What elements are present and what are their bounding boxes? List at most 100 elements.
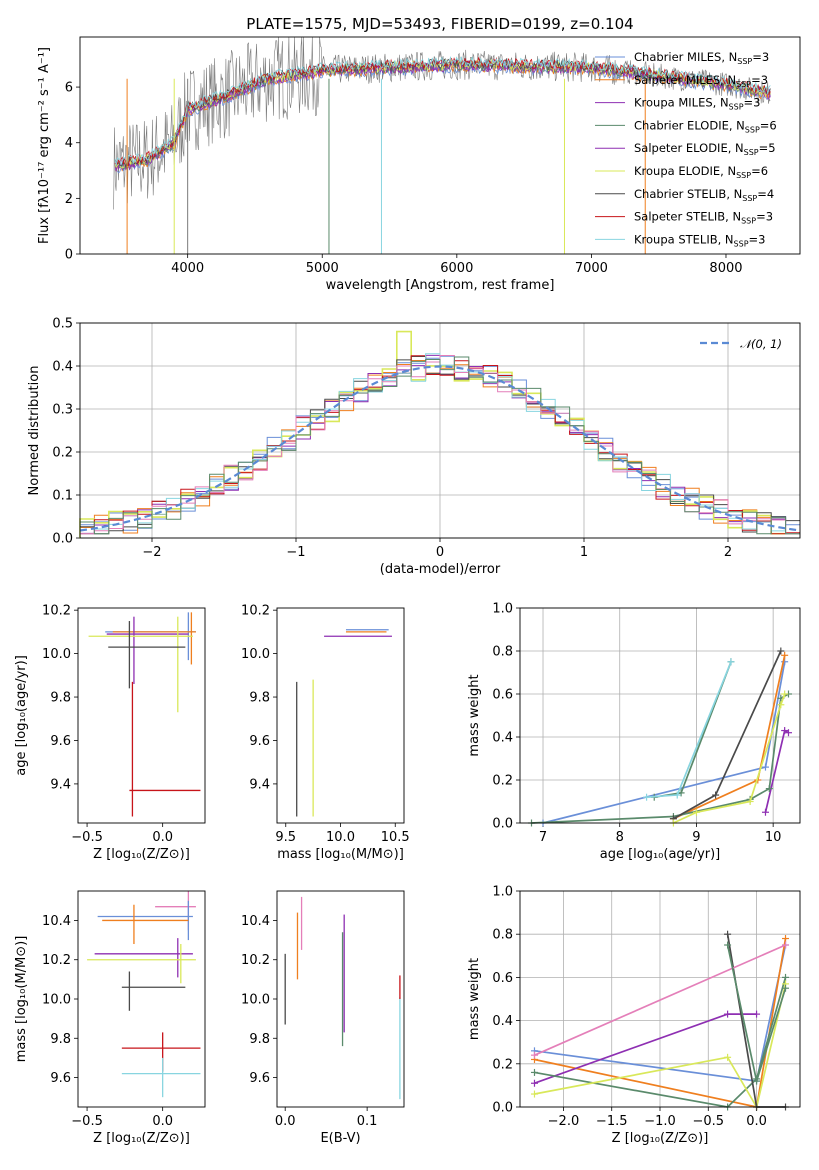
legend-label: Kroupa MILES, NSSP=3: [634, 96, 760, 112]
x-axis-label: E(B-V): [320, 1131, 360, 1146]
y-tick-label: 0.8: [492, 645, 513, 660]
x-tick-label: 9: [692, 830, 700, 845]
x-tick-label: −0.5: [71, 830, 103, 845]
legend-label: Salpeter MILES, NSSP=3: [634, 73, 768, 89]
mass-weight-line: [654, 661, 732, 799]
y-tick-label: 10.0: [42, 993, 71, 1008]
legend-label: Chabrier ELODIE, NSSP=6: [634, 118, 777, 134]
y-axis-label: age [log₁₀(age/yr)]: [14, 655, 29, 776]
y-tick-label: 0.1: [52, 489, 73, 504]
axes-frame: [77, 607, 206, 824]
y-tick-label: 0.0: [492, 1101, 513, 1116]
mass-weight-line: [534, 983, 787, 1110]
x-axis-label: mass [log₁₀(M/M⊙)]: [277, 847, 404, 862]
axes-frame: [519, 607, 801, 824]
x-tick-label: −0.5: [71, 1114, 103, 1129]
spectrum-panel: 4000 5000 6000 7000 8000 0 2 4 6 wavelength [Angs…: [37, 36, 801, 293]
x-tick-label: 1: [580, 545, 588, 560]
normal-distribution-curve: [79, 365, 801, 532]
y-tick-label: 0.6: [492, 971, 513, 986]
y-tick-label: 1.0: [492, 602, 513, 617]
y-tick-label: 10.4: [241, 914, 270, 929]
y-tick-label: 10.2: [241, 604, 270, 619]
y-axis-label: mass weight: [467, 958, 482, 1040]
y-axis-label: Flux [fλ10⁻¹⁷ erg cm⁻² s⁻¹ A⁻¹]: [37, 47, 52, 244]
x-tick-label: 0.1: [357, 1114, 378, 1129]
x-tick-label: 0.0: [746, 1114, 767, 1129]
y-tick-label: 9.8: [249, 1032, 270, 1047]
y-tick-label: 2: [65, 192, 73, 207]
mass-vs-metallicity-panel: −0.5 0.0 9.6 9.8 10.0 10.2 10.4 Z [log₁₀(Z/Z⊙)]…: [14, 890, 206, 1146]
x-tick-label: 4000: [171, 261, 204, 276]
mass-weight-vs-metallicity-panel: −2.0 −1.5 −1.0 −0.5 0.0 0.0 0.2 0.4 0.6 0.8 1.0 Z […: [467, 885, 801, 1146]
y-tick-label: 0.5: [52, 317, 73, 332]
y-axis-label: mass weight: [467, 674, 482, 756]
y-tick-label: 9.8: [249, 691, 270, 706]
y-tick-label: 9.8: [50, 1032, 71, 1047]
y-tick-label: 9.4: [50, 777, 71, 792]
x-tick-label: −1.5: [596, 1114, 628, 1129]
y-tick-label: 0.4: [492, 1014, 513, 1029]
y-axis-label: Normed distribution: [27, 366, 42, 496]
x-axis-label: Z [log₁₀(Z/Z⊙)]: [93, 847, 190, 862]
y-tick-label: 10.2: [42, 953, 71, 968]
age-vs-mass-panel: 9.5 10.0 10.5 9.4 9.6 9.8 10.0 10.2 mass [log₁₀(…: [241, 604, 410, 862]
x-axis-label: Z [log₁₀(Z/Z⊙)]: [612, 1131, 709, 1146]
x-tick-label: 2: [724, 545, 732, 560]
x-tick-label: 0.0: [275, 1114, 296, 1129]
x-tick-label: 0.0: [152, 830, 173, 845]
x-tick-label: 10.0: [326, 830, 355, 845]
x-tick-label: 7: [539, 830, 547, 845]
mass-vs-extinction-panel: 0.0 0.1 9.6 9.8 10.0 10.2 10.4 E(B-V): [241, 890, 405, 1146]
y-tick-label: 0.6: [492, 688, 513, 703]
x-tick-label: 8: [616, 830, 624, 845]
legend-label: Chabrier STELIB, NSSP=4: [634, 187, 774, 203]
axes-frame: [77, 890, 206, 1108]
figure-title: PLATE=1575, MJD=53493, FIBERID=0199, z=0…: [246, 15, 633, 33]
y-tick-label: 4: [65, 136, 73, 151]
y-tick-label: 1.0: [492, 885, 513, 900]
mass-weight-line: [531, 693, 789, 824]
y-tick-label: 0.4: [492, 731, 513, 746]
y-tick-label: 0: [65, 248, 73, 263]
legend-label: Kroupa ELODIE, NSSP=6: [634, 164, 768, 180]
x-tick-label: 0: [436, 545, 444, 560]
y-tick-label: 10.0: [241, 647, 270, 662]
residual-histogram: [79, 356, 800, 538]
model-spectrum-line: [114, 57, 771, 169]
y-tick-label: 0.2: [52, 446, 73, 461]
y-tick-label: 10.4: [42, 914, 71, 929]
mass-weight-line: [534, 977, 787, 1108]
x-tick-label: −1.0: [644, 1114, 676, 1129]
mass-weight-line: [646, 661, 732, 799]
legend-label: Salpeter STELIB, NSSP=3: [634, 210, 773, 226]
mass-weight-line: [534, 944, 786, 1056]
x-tick-label: −1: [286, 545, 305, 560]
axes-frame: [276, 890, 405, 1108]
y-axis-label: mass [log₁₀(M/M⊙)]: [14, 936, 29, 1063]
axes-frame: [79, 322, 801, 539]
model-spectrum-line: [114, 61, 771, 171]
legend-label: Salpeter ELODIE, NSSP=5: [634, 141, 776, 157]
y-tick-label: 9.6: [249, 1071, 270, 1086]
x-tick-label: 5000: [306, 261, 339, 276]
y-tick-label: 0.2: [492, 774, 513, 789]
x-tick-label: −2.0: [548, 1114, 580, 1129]
model-spectrum-line: [114, 55, 771, 166]
residual-histogram-panel: −2 −1 0 1 2 0.0 0.1 0.2 0.3 0.4 0.5 (data-model)/er…: [27, 317, 801, 577]
y-tick-label: 9.4: [249, 777, 270, 792]
y-tick-label: 0.0: [52, 532, 73, 547]
x-axis-label: Z [log₁₀(Z/Z⊙)]: [93, 1131, 190, 1146]
y-tick-label: 0.8: [492, 928, 513, 943]
legend-label: Chabrier MILES, NSSP=3: [634, 50, 769, 66]
y-tick-label: 10.0: [42, 647, 71, 662]
y-tick-label: 10.0: [241, 993, 270, 1008]
x-tick-label: 6000: [440, 261, 473, 276]
axes-frame: [79, 36, 801, 255]
x-tick-label: −2: [142, 545, 161, 560]
x-tick-label: −0.5: [692, 1114, 724, 1129]
x-tick-label: 10.5: [381, 830, 410, 845]
y-tick-label: 0.0: [492, 817, 513, 832]
mass-weight-vs-age-panel: 7 8 9 10 0.0 0.2 0.4 0.6 0.8 1.0 age [log₁₀(age/yr…: [467, 602, 801, 862]
